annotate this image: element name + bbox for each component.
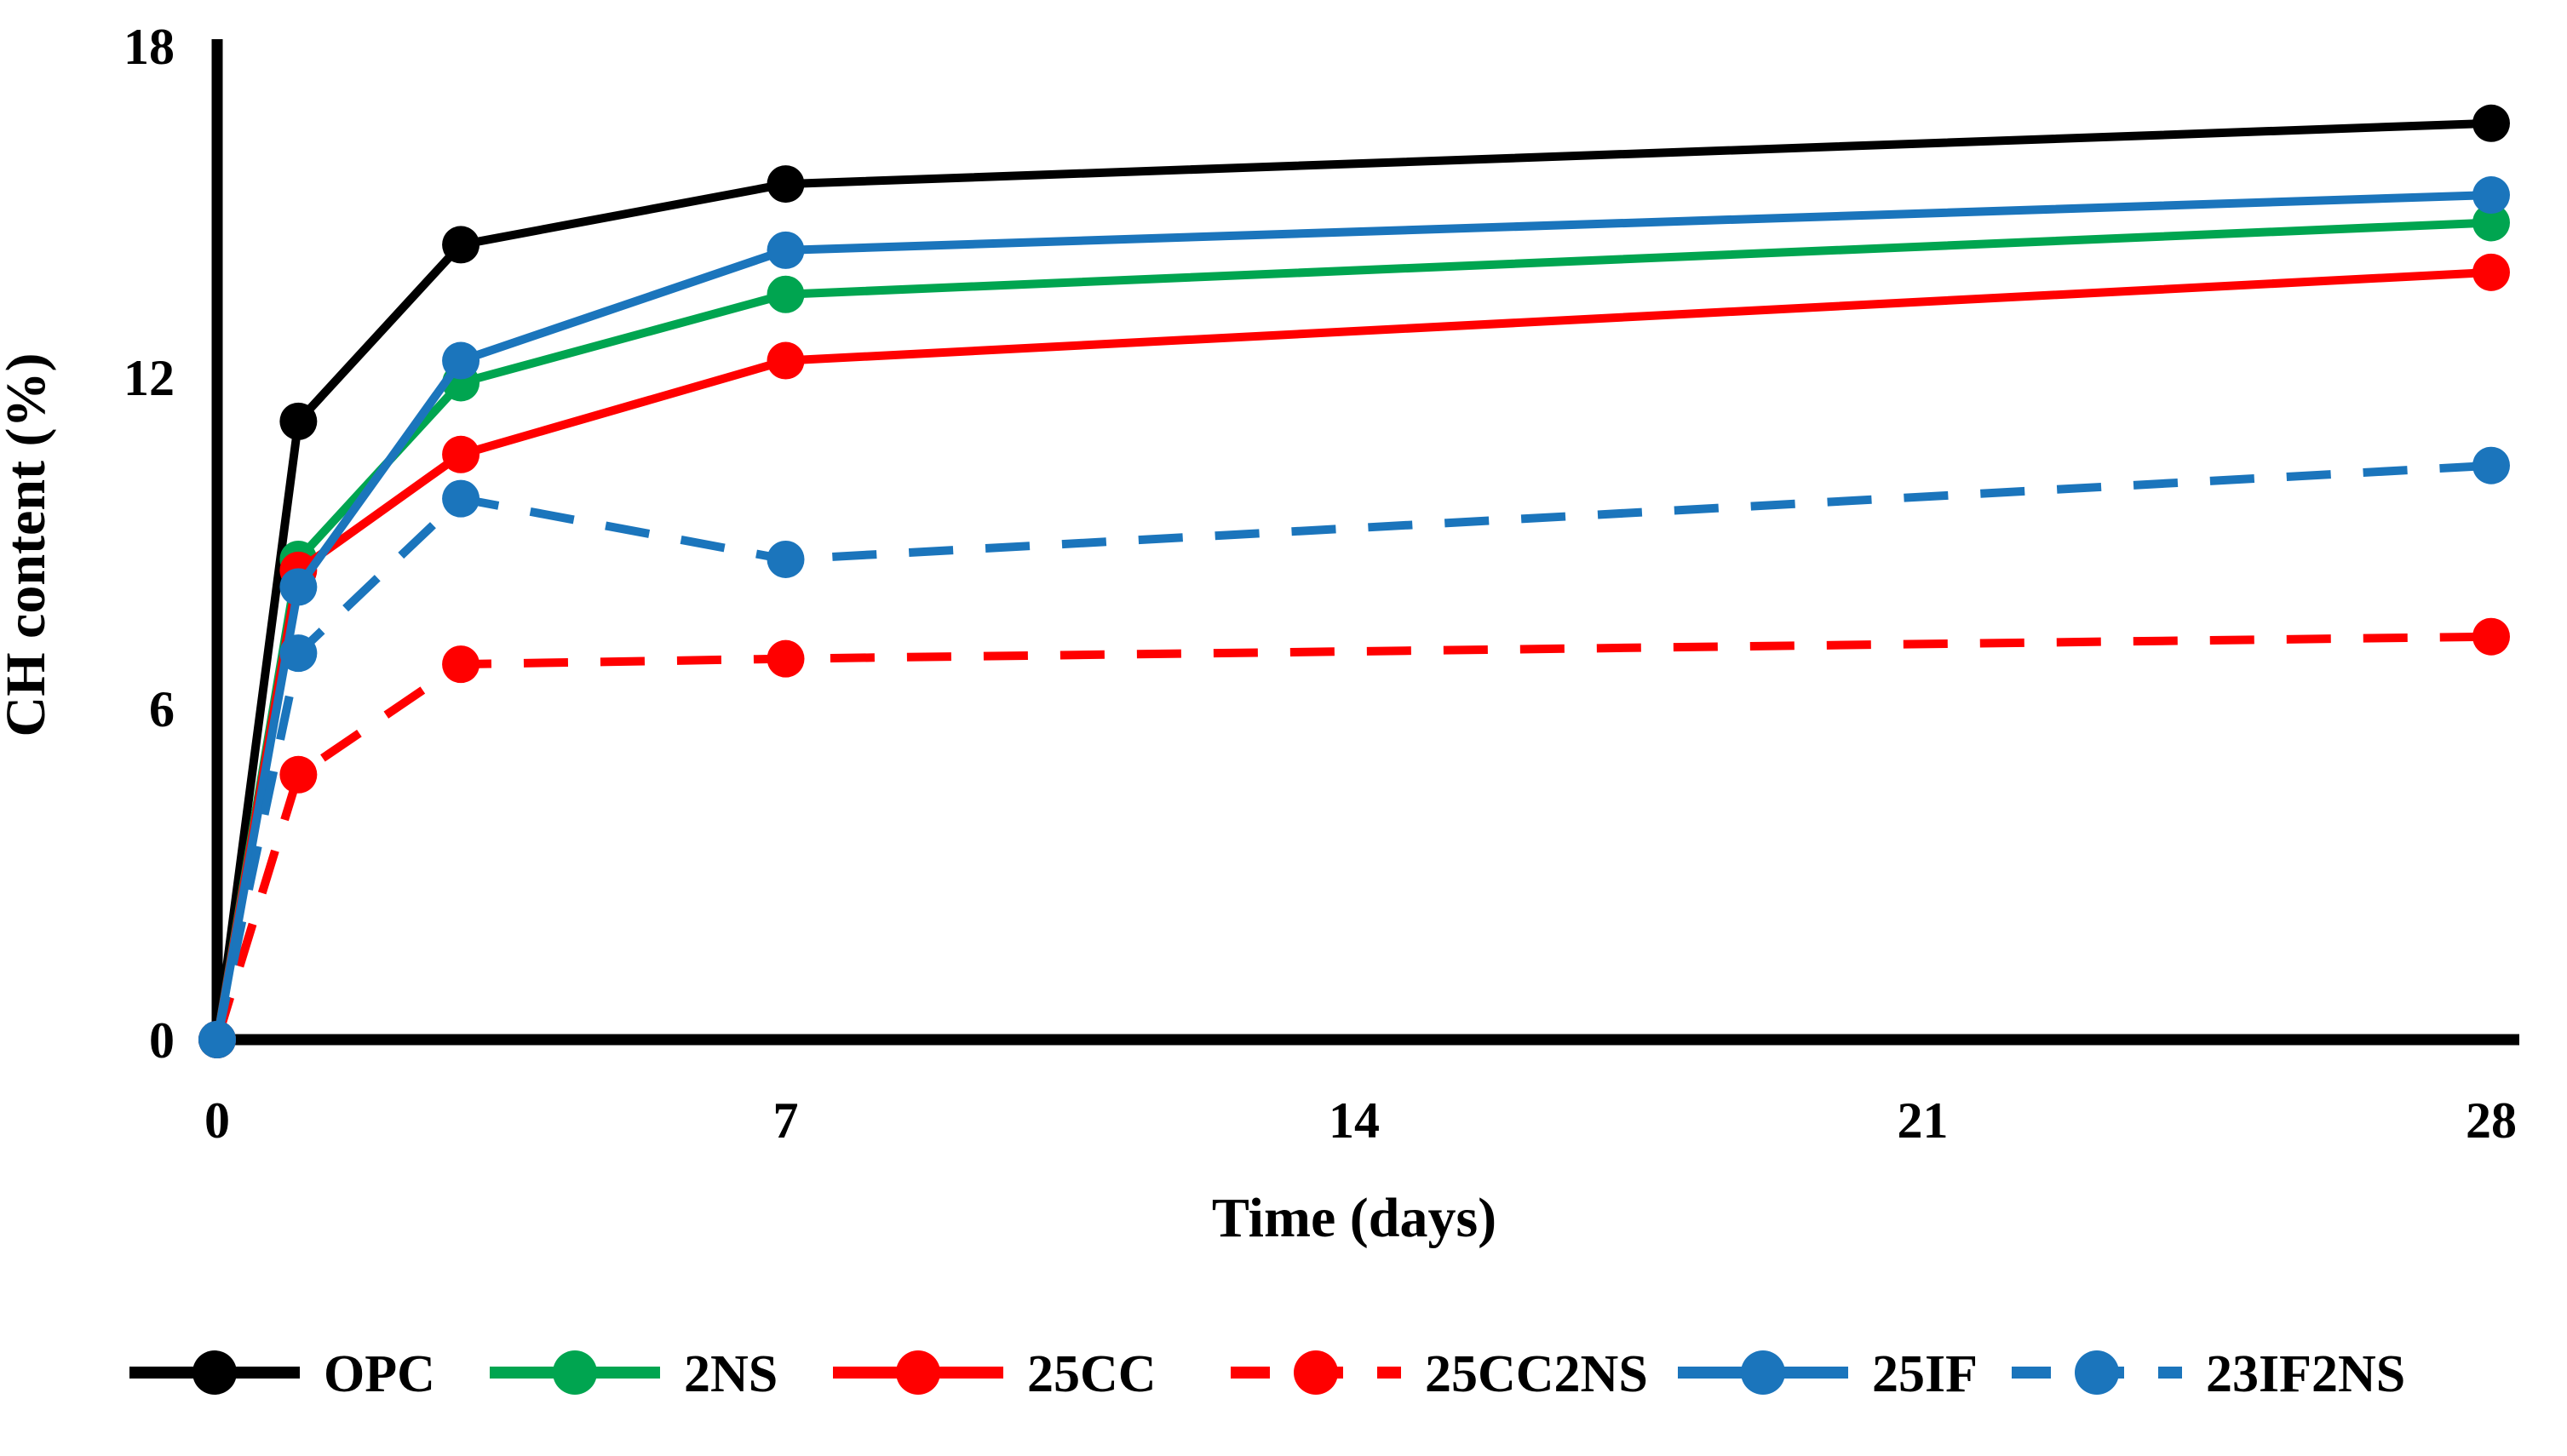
legend-label-OPC: OPC — [324, 1345, 435, 1403]
x-tick-label-21: 21 — [1898, 1092, 1949, 1149]
series-marker-OPC-day7 — [767, 165, 805, 203]
legend-label-2NS: 2NS — [684, 1345, 778, 1403]
series-line-25CC2NS — [213, 632, 2492, 1041]
legend-item-23IF2NS: 23IF2NS — [2012, 1345, 2405, 1403]
legend-item-2NS: 2NS — [490, 1345, 778, 1403]
series-line-23IF2NS — [213, 461, 2492, 1041]
legend-marker-dot-25IF — [1741, 1350, 1785, 1395]
series-line-2NS — [213, 218, 2492, 1040]
series-marker-2NS-day28 — [2472, 203, 2510, 242]
series-marker-25IF-day3 — [442, 341, 480, 380]
legend-marker-dot-2NS — [553, 1350, 597, 1395]
y-axis-title: CH content (%) — [0, 353, 57, 737]
x-tick-label-7: 7 — [773, 1092, 799, 1149]
series-marker-25IF-day1 — [279, 568, 318, 606]
legend-marker-dot-25CC — [896, 1350, 940, 1395]
series-marker-OPC-day28 — [2472, 104, 2510, 142]
y-axis-tick-labels: 0 6 12 18 — [123, 19, 175, 1069]
x-tick-label-28: 28 — [2466, 1092, 2517, 1149]
y-tick-label-12: 12 — [123, 350, 175, 406]
series-marker-23IF2NS-day0 — [198, 1021, 236, 1058]
series-line-25IF — [213, 191, 2492, 1040]
legend-item-25IF: 25IF — [1678, 1345, 1978, 1403]
y-tick-label-6: 6 — [149, 681, 175, 737]
series-marker-23IF2NS-day28 — [2472, 446, 2510, 484]
series-marker-25IF-day28 — [2472, 176, 2510, 215]
y-tick-label-18: 18 — [123, 19, 175, 75]
series-marker-25CC2NS-day7 — [767, 639, 805, 678]
series-marker-OPC-day3 — [442, 226, 480, 264]
series-marker-23IF2NS-day1 — [279, 634, 318, 673]
series-marker-25IF-day7 — [767, 231, 805, 269]
series-marker-25CC2NS-day3 — [442, 645, 480, 684]
series-marker-25CC-day7 — [767, 341, 805, 380]
legend: OPC 2NS 25CC 25CC2NS 25IF 23IF2NS — [129, 1345, 2405, 1403]
series-marker-23IF2NS-day3 — [442, 479, 480, 518]
legend-label-25IF: 25IF — [1872, 1345, 1978, 1403]
legend-label-23IF2NS: 23IF2NS — [2206, 1345, 2405, 1403]
x-axis-tick-labels: 0 7 14 21 28 — [204, 1092, 2517, 1149]
x-tick-label-14: 14 — [1329, 1092, 1380, 1149]
series-line-25CC — [213, 267, 2492, 1040]
data-series — [198, 104, 2510, 1058]
x-tick-label-0: 0 — [204, 1092, 230, 1149]
legend-item-OPC: OPC — [129, 1345, 435, 1403]
x-axis-title: Time (days) — [1212, 1187, 1496, 1249]
legend-marker-dot-23IF2NS — [2075, 1350, 2119, 1395]
series-marker-25CC2NS-day28 — [2472, 617, 2510, 656]
legend-marker-dot-OPC — [192, 1350, 237, 1395]
legend-item-25CC2NS: 25CC2NS — [1231, 1345, 1648, 1403]
series-marker-OPC-day1 — [279, 402, 318, 440]
series-line-OPC — [213, 118, 2492, 1040]
series-marker-2NS-day7 — [767, 275, 805, 313]
series-marker-23IF2NS-day7 — [767, 540, 805, 578]
legend-label-25CC: 25CC — [1027, 1345, 1157, 1403]
legend-marker-dot-25CC2NS — [1294, 1350, 1338, 1395]
series-marker-25CC-day3 — [442, 435, 480, 473]
y-tick-label-0: 0 — [149, 1012, 175, 1069]
series-marker-25CC2NS-day1 — [279, 755, 318, 794]
legend-item-25CC: 25CC — [833, 1345, 1157, 1403]
series-marker-25CC-day28 — [2472, 253, 2510, 291]
legend-label-25CC2NS: 25CC2NS — [1425, 1345, 1648, 1403]
